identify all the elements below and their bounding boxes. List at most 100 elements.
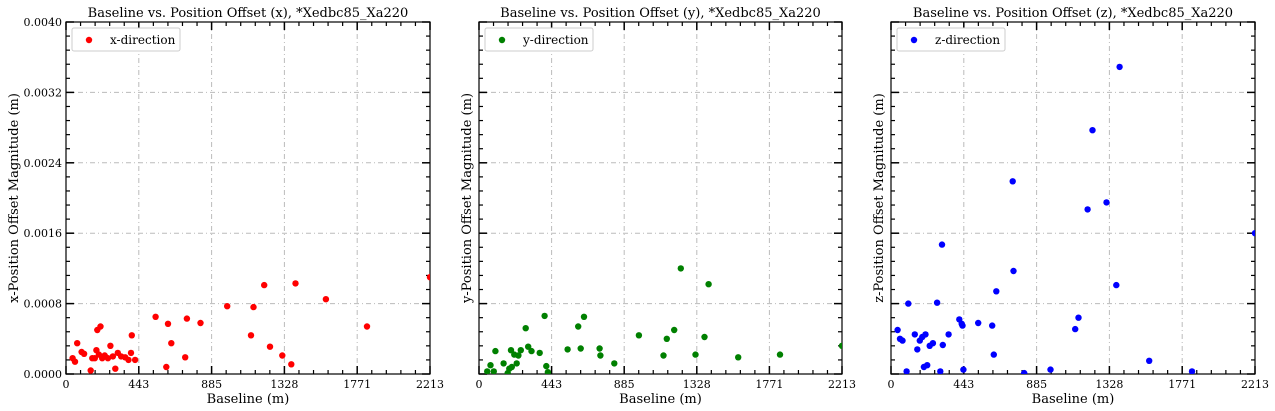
- data-point: [611, 360, 618, 367]
- data-point: [536, 349, 543, 357]
- data-point: [596, 345, 603, 352]
- data-point: [197, 319, 204, 327]
- chart-title: Baseline vs. Position Offset (x), *Xedbc…: [88, 6, 409, 21]
- data-point: [937, 368, 944, 374]
- data-point: [183, 315, 191, 322]
- data-point: [522, 325, 529, 332]
- legend-marker: [85, 36, 93, 44]
- data-point: [660, 352, 667, 359]
- data-point: [127, 349, 135, 357]
- data-point: [131, 356, 139, 364]
- data-point: [899, 337, 906, 344]
- data-point: [544, 369, 552, 374]
- data-point: [677, 265, 684, 272]
- chart-title: Baseline vs. Position Offset (z), *Xedbc…: [913, 6, 1233, 21]
- data-point: [513, 360, 520, 367]
- data-point: [1009, 178, 1016, 185]
- data-point: [125, 356, 132, 364]
- data-point: [922, 331, 929, 338]
- data-point: [838, 342, 842, 349]
- axes-frame: [65, 21, 431, 375]
- y-tick-label: 0.0016: [24, 227, 63, 240]
- data-point: [1113, 281, 1120, 289]
- data-point: [914, 346, 921, 353]
- data-point: [924, 362, 931, 369]
- x-tick-label: 885: [1026, 378, 1047, 391]
- y-axis-label: y-Position Offset Magnitude (m): [460, 93, 475, 304]
- x-axis-label: Baseline (m): [1032, 392, 1115, 407]
- x-tick-label: 1771: [343, 378, 371, 391]
- legend-label: x-direction: [110, 33, 176, 47]
- data-point: [426, 274, 430, 281]
- data-point: [71, 358, 79, 365]
- data-point: [107, 342, 114, 349]
- data-point: [975, 319, 982, 327]
- data-point: [87, 367, 94, 374]
- data-point: [541, 312, 548, 320]
- data-point: [1075, 314, 1082, 321]
- data-point: [1084, 206, 1091, 213]
- chart-panel-0: 0 443 885 1328 1771 2213 0.0000 0.0008 0.0016 0.0…: [7, 6, 444, 407]
- data-point: [288, 361, 295, 368]
- data-point: [939, 341, 946, 349]
- x-tick-label: 0: [63, 378, 70, 391]
- y-tick-label: 0.0032: [24, 86, 63, 99]
- x-tick-label: 2213: [828, 378, 856, 391]
- data-point: [1103, 199, 1110, 206]
- legend-marker: [910, 36, 918, 44]
- data-point: [959, 322, 966, 329]
- data-point: [492, 347, 499, 355]
- axes-frame: [478, 21, 843, 375]
- data-point: [292, 280, 299, 287]
- data-point: [104, 355, 112, 362]
- data-point: [128, 332, 135, 339]
- data-point: [152, 313, 159, 320]
- data-point: [938, 241, 946, 248]
- x-tick-label: 885: [201, 378, 222, 391]
- data-point: [164, 320, 172, 327]
- data-point: [543, 362, 550, 370]
- chart-panel-1: 0 443 885 1328 1771 2213 Baseline vs. Position…: [460, 6, 856, 407]
- data-point: [705, 281, 712, 288]
- x-tick-label: 443: [953, 378, 974, 391]
- x-tick-label: 2213: [416, 378, 444, 391]
- data-point: [515, 352, 522, 359]
- data-point: [635, 332, 643, 339]
- data-point: [74, 340, 81, 347]
- y-tick-label: 0.0000: [24, 368, 63, 381]
- data-point: [1021, 369, 1028, 374]
- data-point: [564, 346, 571, 353]
- data-point: [224, 303, 231, 310]
- x-tick-label: 2213: [1241, 378, 1269, 391]
- data-point: [500, 360, 507, 367]
- data-point: [990, 351, 997, 358]
- data-point: [933, 299, 941, 306]
- data-point: [517, 347, 524, 354]
- data-point: [894, 326, 901, 334]
- chart-panel-2: 0 443 885 1328 1771 2213 Baseline vs. Position…: [872, 6, 1269, 407]
- data-point: [484, 368, 491, 374]
- data-point: [261, 281, 268, 289]
- data-point: [1251, 230, 1255, 237]
- data-point: [1010, 267, 1017, 275]
- data-point: [993, 288, 1000, 295]
- data-point: [692, 351, 699, 358]
- x-tick-label: 885: [614, 378, 635, 391]
- x-tick-label: 1328: [1095, 378, 1123, 391]
- data-point: [279, 352, 286, 359]
- x-tick-label: 1328: [270, 378, 298, 391]
- data-point: [322, 296, 330, 303]
- data-point: [1146, 357, 1153, 364]
- data-point: [597, 352, 604, 359]
- legend-box: [71, 27, 181, 52]
- data-point: [266, 343, 274, 350]
- y-tick-label: 0.0024: [24, 157, 63, 170]
- data-point: [97, 323, 104, 330]
- data-point: [250, 303, 257, 311]
- data-point: [663, 335, 670, 342]
- data-point: [1047, 366, 1054, 373]
- x-tick-label: 0: [888, 378, 895, 391]
- points-group: [894, 63, 1255, 374]
- data-point: [1116, 63, 1123, 71]
